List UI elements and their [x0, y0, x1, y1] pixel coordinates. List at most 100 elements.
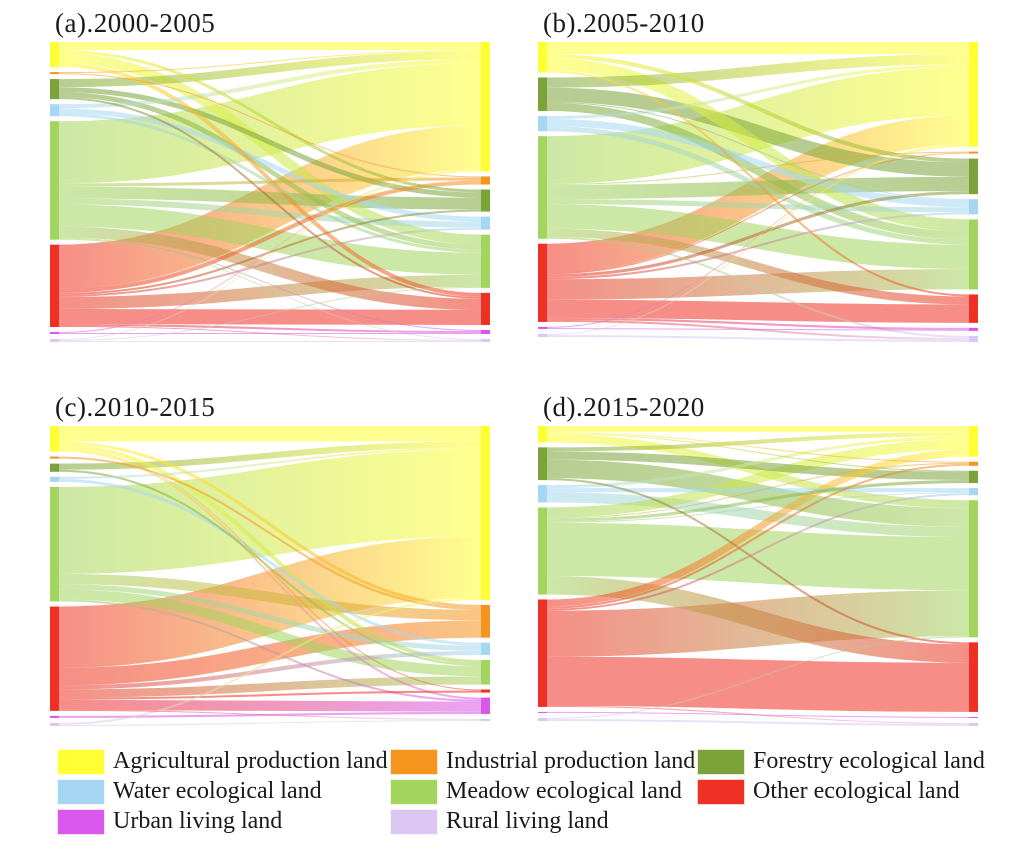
legend-label-agricultural: Agricultural production land [113, 748, 388, 774]
panel-d-title: (d).2015-2020 [543, 392, 705, 422]
node-left-other [50, 606, 59, 711]
legend-item-rural: Rural living land [390, 808, 697, 835]
legend-item-water: Water ecological land [57, 778, 390, 805]
flow-agricultural-to-urban [58, 449, 482, 700]
node-right-rural [481, 718, 490, 721]
panel-b: (b).2005-2010 [538, 4, 978, 342]
legend-label-forestry: Forestry ecological land [753, 748, 985, 774]
flow-forestry-to-meadow [546, 459, 970, 527]
flow-other-to-other [58, 690, 482, 700]
legend-label-water: Water ecological land [113, 778, 322, 804]
node-right-rural [969, 722, 978, 726]
node-right-meadow [481, 234, 490, 288]
flow-meadow-to-meadow [58, 589, 482, 677]
flow-meadow-to-agricultural [58, 63, 482, 184]
legend-label-meadow: Meadow ecological land [446, 778, 682, 804]
flow-other-to-meadow [58, 676, 482, 698]
sankey-chart-2005-2010 [538, 42, 978, 342]
node-left-urban [538, 326, 547, 329]
node-left-forestry [50, 463, 59, 472]
node-left-industrial [50, 456, 59, 459]
node-right-meadow [969, 500, 978, 638]
flow-meadow-to-agricultural [58, 449, 482, 574]
legend-swatch-rural [390, 808, 438, 835]
flow-other-to-other [546, 656, 970, 712]
flow-water-to-water [58, 108, 482, 222]
legend-item-other: Other ecological land [697, 778, 1027, 805]
node-left-meadow [50, 486, 59, 602]
node-right-agricultural [481, 42, 490, 172]
node-left-water [538, 485, 547, 503]
flow-meadow-to-other [58, 226, 482, 310]
flow-agricultural-to-other [58, 63, 482, 297]
panel-c: (c).2010-2015 [50, 388, 490, 726]
node-right-urban [481, 697, 490, 714]
flow-rural-to-agricultural [58, 597, 482, 725]
flow-rural-to-rural [58, 719, 482, 726]
flow-meadow-to-urban [58, 237, 482, 331]
node-right-rural [481, 338, 490, 342]
panel-b-title: (b).2005-2010 [543, 8, 705, 38]
flow-forestry-to-water [546, 101, 970, 201]
flow-other-to-industrial [58, 620, 482, 686]
flow-forestry-to-agricultural [546, 432, 970, 452]
flow-water-to-water [58, 478, 482, 646]
flow-meadow-to-urban [58, 599, 482, 702]
node-left-industrial [50, 72, 59, 75]
node-left-meadow [50, 121, 59, 240]
node-left-water [50, 104, 59, 117]
flow-meadow-to-other [546, 576, 970, 663]
flow-agricultural-to-forestry [546, 54, 970, 163]
flow-rural-to-meadow [58, 286, 482, 341]
flow-meadow-to-water [58, 584, 482, 651]
node-left-agricultural [50, 426, 59, 452]
legend-item-industrial: Industrial production land [390, 748, 697, 775]
flow-urban-to-agricultural [58, 169, 482, 333]
flow-water-to-meadow [546, 126, 970, 245]
flow-agricultural-to-meadow [58, 53, 482, 245]
flow-meadow-to-water [546, 199, 970, 213]
flow-forestry-to-meadow [58, 469, 482, 667]
node-right-agricultural [969, 426, 978, 457]
node-right-forestry [969, 470, 978, 484]
flow-other-to-other [546, 299, 970, 323]
flow-meadow-to-rural [546, 236, 970, 338]
flow-forestry-to-other [546, 478, 970, 645]
node-right-agricultural [969, 42, 978, 147]
node-right-meadow [481, 659, 490, 685]
flow-rural-to-rural [546, 718, 970, 726]
node-left-agricultural [50, 42, 59, 68]
legend-label-rural: Rural living land [446, 808, 609, 834]
flow-other-to-industrial [546, 152, 970, 275]
flow-rural-to-agricultural [546, 145, 970, 335]
flow-other-to-urban [58, 699, 482, 712]
legend-label-other: Other ecological land [753, 778, 960, 804]
node-right-rural [969, 335, 978, 342]
node-left-forestry [538, 447, 547, 481]
flow-water-to-agricultural [58, 447, 482, 479]
node-left-water [538, 115, 547, 132]
panel-a: (a).2000-2005 [50, 4, 490, 342]
flow-meadow-to-other [546, 228, 970, 305]
flow-agricultural-to-other [58, 448, 482, 691]
node-left-rural [50, 338, 59, 342]
node-left-agricultural [538, 426, 547, 443]
node-right-forestry [481, 189, 490, 212]
flow-rural-to-rural [546, 334, 970, 342]
node-left-meadow [538, 507, 547, 595]
node-left-urban [538, 711, 547, 713]
node-right-water [969, 488, 978, 496]
node-left-other [50, 244, 59, 327]
flow-water-to-agricultural [58, 59, 482, 109]
legend-item-urban: Urban living land [57, 808, 390, 835]
node-right-meadow [969, 219, 978, 290]
node-left-rural [538, 717, 547, 721]
legend-swatch-industrial [390, 748, 438, 775]
flow-meadow-to-industrial [546, 462, 970, 519]
node-right-other [969, 642, 978, 712]
node-left-forestry [50, 79, 59, 100]
node-right-other [969, 294, 978, 323]
sankey-panels: (a).2000-2005 (b).2005-2010 (c).2010-201… [50, 4, 978, 726]
flow-other-to-forestry [58, 209, 482, 295]
